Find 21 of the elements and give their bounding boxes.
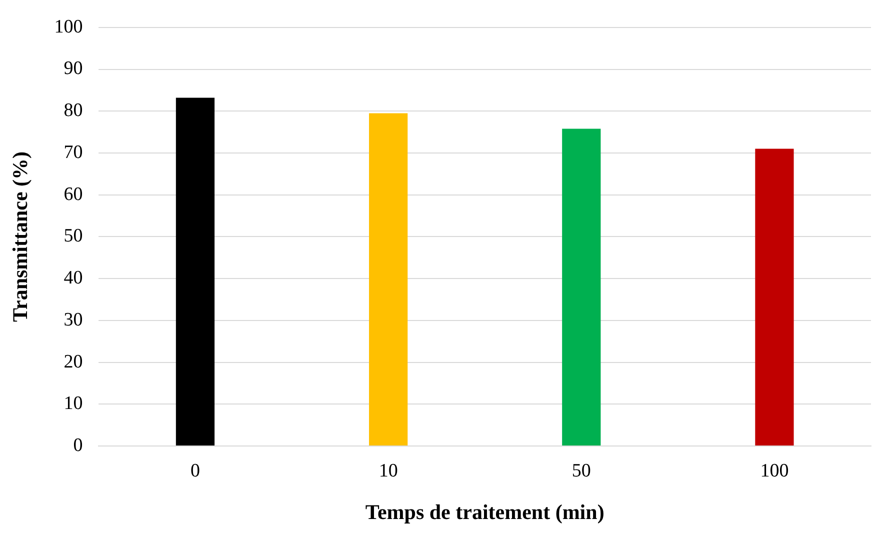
x-tick-label: 50 — [572, 460, 591, 482]
y-axis-title: Transmittance (%) — [8, 151, 32, 322]
y-tick-label: 80 — [64, 100, 83, 122]
bar — [176, 98, 215, 446]
y-tick-label: 90 — [64, 58, 83, 80]
y-tick-label: 70 — [64, 142, 83, 163]
y-tick-label: 10 — [64, 393, 83, 414]
y-tick-label: 50 — [64, 226, 83, 247]
bar — [562, 128, 601, 446]
y-tick-label: 30 — [64, 309, 83, 330]
x-tick-label: 100 — [760, 460, 789, 482]
bar — [755, 148, 794, 446]
y-tick-label: 40 — [64, 268, 83, 289]
y-tick-label: 100 — [54, 16, 83, 38]
y-tick-label: 0 — [73, 434, 83, 456]
x-tick-label: 0 — [190, 460, 200, 482]
bar — [369, 113, 408, 446]
y-tick-label: 20 — [64, 351, 83, 372]
x-axis-title: Temps de traitement (min) — [365, 500, 604, 524]
x-tick-label: 10 — [378, 460, 398, 482]
y-tick-label: 60 — [64, 184, 83, 205]
